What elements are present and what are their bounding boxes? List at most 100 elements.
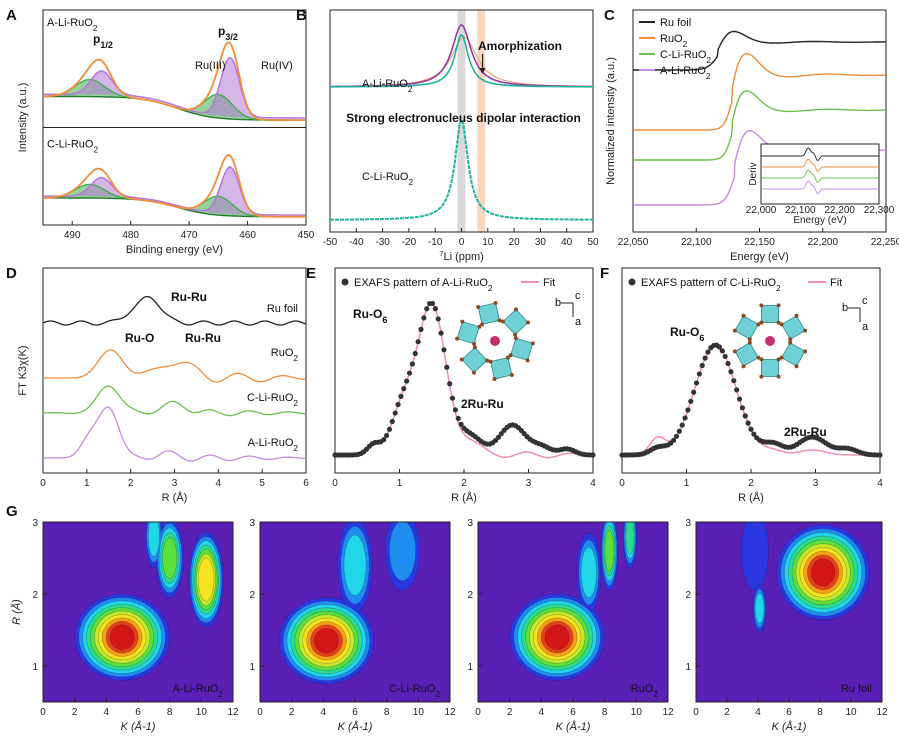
oxygen-atom <box>741 313 746 318</box>
y-tick-label: 2 <box>467 590 473 601</box>
panel-a-ylabel: Intensity (a.u.) <box>17 83 29 153</box>
x-tick-label: 4 <box>321 707 327 718</box>
oxygen-atom <box>514 307 518 312</box>
inset-curve <box>761 147 879 161</box>
oxygen-atom <box>476 305 481 309</box>
panel-f-frame <box>621 267 881 474</box>
x-tick-label: 12 <box>876 707 888 718</box>
y-tick-label: 3 <box>467 518 473 529</box>
exafs-point <box>693 380 700 386</box>
y-tick-label: 1 <box>467 662 473 673</box>
series-label: A-Li-RuO2 <box>248 437 299 453</box>
oxygen-atom <box>526 320 531 325</box>
exafs-point <box>751 431 757 437</box>
ru-o6-note: Ru-O6 <box>353 307 387 325</box>
exafs-point <box>452 407 458 413</box>
panel-c-ylabel: Normalized intensity (a.u.) <box>605 57 617 185</box>
oxygen-atom <box>803 349 808 354</box>
panel-c-xlabel: Energy (eV) <box>730 251 789 263</box>
y-tick-label: 2 <box>685 590 691 601</box>
octahedron <box>781 342 806 367</box>
oxygen-atom <box>788 340 793 345</box>
exafs-point <box>404 378 410 384</box>
legend-label: C-Li-RuO2 <box>660 49 711 65</box>
series-label-c: C-Li-RuO2 <box>362 171 413 187</box>
envelope-fit <box>43 41 306 121</box>
axis-label-a: a <box>862 321 869 333</box>
x-tick-label: 6 <box>570 707 576 718</box>
exafs-point <box>736 396 743 402</box>
x-tick-label: 6 <box>303 478 309 489</box>
heatmap-xlabel: K (Å-1) <box>772 720 807 733</box>
exafs-point <box>409 361 415 367</box>
exafs-point <box>676 428 682 434</box>
legend-label: A-Li-RuO2 <box>660 65 711 81</box>
x-tick-label: 1 <box>684 478 690 489</box>
legend-label: EXAFS pattern of C-Li-RuO2 <box>641 277 781 293</box>
exafs-point <box>688 398 694 404</box>
heatmap-sample-label: C-Li-RuO2 <box>389 683 440 699</box>
exafs-point <box>673 433 680 439</box>
x-tick-label: 10 <box>845 707 857 718</box>
exafs-point <box>671 437 677 443</box>
x-tick-label: 10 <box>482 237 494 248</box>
peak-fill <box>43 57 306 118</box>
oxygen-atom <box>505 355 510 360</box>
x-tick-label: 10 <box>196 707 208 718</box>
oxygen-atom <box>794 364 799 369</box>
heatmap-contour <box>740 522 769 591</box>
panel-letter: E <box>306 265 316 282</box>
exafs-point <box>734 387 740 393</box>
ru4-component <box>43 56 306 119</box>
legend-marker <box>628 278 636 286</box>
baseline-curve <box>43 95 306 121</box>
exafs-point <box>455 415 461 422</box>
exafs-point <box>447 381 453 387</box>
oxygen-atom <box>493 301 498 305</box>
oxygen-atom <box>460 319 465 324</box>
x-tick-label: 10 <box>413 707 425 718</box>
oxygen-atom <box>485 358 490 363</box>
panel-a-xlabel: Binding energy (eV) <box>126 244 223 256</box>
inset-curve <box>761 180 879 194</box>
legend-label: Ru foil <box>660 17 691 29</box>
x-tick-label: 10 <box>631 707 643 718</box>
series-label: RuO2 <box>271 347 299 363</box>
exafs-point <box>699 362 705 369</box>
exafs-point <box>696 371 703 377</box>
oxygen-atom <box>513 332 518 337</box>
ru3-label: Ru(III) <box>195 60 226 72</box>
inset-curve <box>761 158 879 172</box>
oxygen-atom <box>756 322 761 327</box>
series-label: Ru foil <box>267 303 298 315</box>
exafs-point <box>685 407 691 413</box>
x-tick-label: 4 <box>755 707 761 718</box>
x-tick-label: 1 <box>397 478 403 489</box>
heatmap-sample-label: A-Li-RuO2 <box>173 683 224 699</box>
oxygen-atom <box>747 337 752 342</box>
ft-curve <box>43 385 306 417</box>
heatmap-contour <box>147 522 160 557</box>
center-atom <box>765 336 775 346</box>
x-tick-label: 0 <box>459 237 465 248</box>
oxygen-atom <box>759 303 764 308</box>
x-tick-label: 3 <box>526 478 532 489</box>
oxygen-atom <box>776 303 781 308</box>
x-tick-label: 8 <box>602 707 608 718</box>
x-tick-label: -50 <box>323 237 338 248</box>
x-tick-label: 4 <box>216 478 222 489</box>
center-atom <box>490 336 500 346</box>
panel-f-xlabel: R (Å) <box>738 491 764 504</box>
xanes-curve <box>633 52 886 131</box>
exafs-point <box>716 344 723 350</box>
exafs-point <box>386 426 393 432</box>
y-tick-label: 1 <box>685 662 691 673</box>
octahedron <box>761 358 779 378</box>
dipolar-note: Strong electronucleus dipolar interactio… <box>346 111 581 125</box>
peak-fill <box>43 167 306 215</box>
exafs-point <box>398 393 404 399</box>
oxygen-atom <box>776 374 781 379</box>
inset-curve <box>761 169 879 183</box>
oxygen-atom <box>488 359 493 364</box>
x-tick-label: 470 <box>181 230 198 241</box>
